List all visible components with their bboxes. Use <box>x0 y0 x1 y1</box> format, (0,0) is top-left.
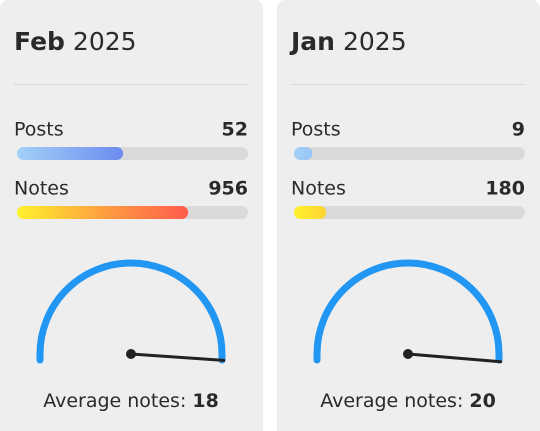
month-card: Feb 2025 Posts 52 Notes 956 Average notes: 18 <box>0 0 263 431</box>
bar-track <box>294 206 525 219</box>
month: Jan <box>289 27 335 56</box>
metric-value: 180 <box>485 178 525 200</box>
bar <box>17 147 124 160</box>
average-value: 18 <box>192 390 218 412</box>
gauge-arc <box>313 259 503 364</box>
year: 2025 <box>343 27 407 56</box>
bar <box>294 147 313 160</box>
gauge-arc <box>36 259 226 364</box>
gauge-hub <box>126 349 136 359</box>
month: Feb <box>14 27 65 56</box>
card-title: Feb 2025 <box>14 27 137 56</box>
metric-label: Posts <box>291 119 341 141</box>
metric-label: Notes <box>291 178 346 200</box>
metric-label: Posts <box>14 119 64 141</box>
month-card: Jan 2025 Posts 9 Notes 180 Average notes: 20 <box>277 0 540 431</box>
bar <box>294 206 327 219</box>
gauge-needle <box>406 352 503 364</box>
average-notes: Average notes: 20 <box>320 390 496 412</box>
gauge-needle <box>129 352 226 362</box>
card-title: Jan 2025 <box>289 27 407 56</box>
metric-label: Notes <box>14 178 69 200</box>
year: 2025 <box>73 27 137 56</box>
average-notes: Average notes: 18 <box>43 390 219 412</box>
metric-value: 52 <box>222 119 248 141</box>
average-value: 20 <box>469 390 495 412</box>
metric-value: 956 <box>208 178 248 200</box>
bar-track <box>294 147 525 160</box>
average-label: Average notes: <box>320 390 463 412</box>
gauge-hub <box>403 349 413 359</box>
metric-value: 9 <box>512 119 525 141</box>
bar <box>17 206 189 219</box>
average-label: Average notes: <box>43 390 186 412</box>
